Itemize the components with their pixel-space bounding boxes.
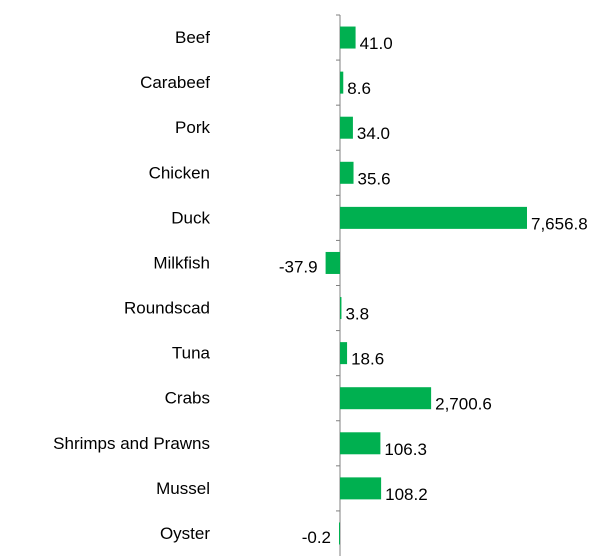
bar-duck <box>340 206 527 229</box>
category-label: Duck <box>171 208 210 227</box>
category-label: Chicken <box>149 163 210 182</box>
bar-shrimps-and-prawns <box>340 432 381 455</box>
data-label: 3.8 <box>345 305 369 324</box>
bar-mussel <box>340 477 382 500</box>
bars <box>325 26 527 545</box>
category-label: Roundscad <box>124 299 210 318</box>
category-label: Carabeef <box>140 73 210 92</box>
category-label: Crabs <box>165 389 210 408</box>
data-label: -0.2 <box>302 528 331 547</box>
bar-crabs <box>340 387 432 410</box>
category-label: Beef <box>175 28 210 47</box>
bar-oyster <box>339 522 340 545</box>
value-axis <box>336 14 341 556</box>
bar-chicken <box>340 161 354 184</box>
bar-pork <box>340 116 353 139</box>
bar-roundscad <box>340 297 342 320</box>
category-label: Shrimps and Prawns <box>53 434 210 453</box>
category-label: Pork <box>175 118 210 137</box>
bar-beef <box>340 26 356 49</box>
category-label: Mussel <box>156 479 210 498</box>
data-label: 34.0 <box>357 124 390 143</box>
data-label: 8.6 <box>347 79 371 98</box>
category-label: Tuna <box>172 344 211 363</box>
data-labels: 41.0 8.6 34.0 35.6 7,656.8 -37.9 3.8 18.6 2,700.… <box>279 34 588 547</box>
category-labels: Beef Carabeef Pork Chicken Duck Milkfish Round… <box>53 28 210 543</box>
data-label: 106.3 <box>384 440 427 459</box>
bar-carabeef <box>340 71 344 94</box>
data-label: 41.0 <box>360 34 393 53</box>
bar-tuna <box>340 342 348 365</box>
data-label: 35.6 <box>358 169 391 188</box>
data-label: 18.6 <box>351 350 384 369</box>
category-label: Oyster <box>160 524 210 543</box>
bar-milkfish <box>325 251 340 274</box>
category-label: Milkfish <box>153 253 210 272</box>
data-label: 2,700.6 <box>435 395 492 414</box>
data-label: -37.9 <box>279 257 318 276</box>
data-label: 108.2 <box>385 485 428 504</box>
data-label: 7,656.8 <box>531 214 588 233</box>
